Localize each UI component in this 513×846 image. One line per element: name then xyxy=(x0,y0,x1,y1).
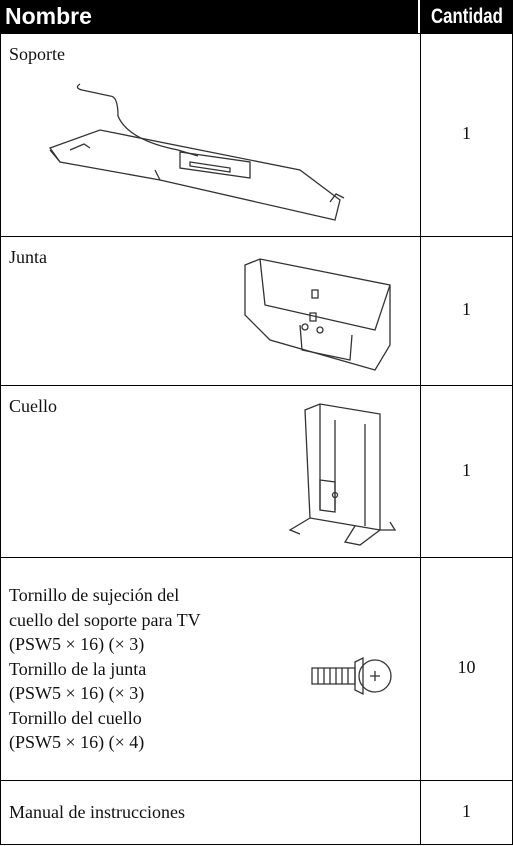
quantity-text: 1 xyxy=(462,123,471,143)
name-text: Tornillo del cuello xyxy=(9,707,142,728)
quantity-text: 1 xyxy=(462,800,471,821)
name-text: (PSW5 × 16) (× 4) xyxy=(9,732,145,753)
header-cell: Nombre xyxy=(0,0,418,33)
quantity-text: 10 xyxy=(457,657,476,677)
header-cell: Cantidad xyxy=(420,0,513,33)
joint-drawing xyxy=(244,258,391,371)
stand-drawing xyxy=(48,83,345,221)
name-text: Junta xyxy=(9,247,47,267)
quantity-text: 1 xyxy=(462,459,471,480)
header-name: Nombre xyxy=(5,3,92,29)
neck-drawing xyxy=(288,403,397,546)
name-text: Tornillo de sujeción del xyxy=(9,585,180,606)
name-text: Cuello xyxy=(9,396,57,416)
header-quantity: Cantidad xyxy=(430,5,503,28)
quantity-text: 1 xyxy=(462,299,471,319)
name-text: (PSW5 × 16) (× 3) xyxy=(9,634,145,655)
name-text: Manual de instrucciones xyxy=(9,802,185,823)
name-text: Tornillo de la junta xyxy=(9,658,147,679)
screw-drawing xyxy=(311,656,392,696)
name-text: Soporte xyxy=(9,44,65,64)
name-text: (PSW5 × 16) (× 3) xyxy=(9,683,145,704)
name-text: cuello del soporte para TV xyxy=(9,609,201,630)
